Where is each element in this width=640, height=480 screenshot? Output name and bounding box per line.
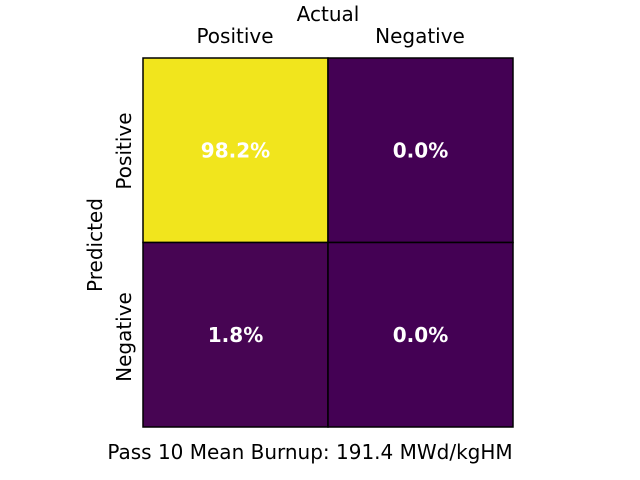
heatmap-cells (142, 57, 514, 428)
heatmap-cell-positive-negative (327, 57, 514, 244)
heatmap-cell-negative-positive (142, 241, 329, 428)
heatmap-cell-negative-negative (327, 241, 514, 428)
heatmap-cell-labels: 98.2% 0.0% 1.8% 0.0% (201, 138, 448, 347)
y-axis-title: Predicted (83, 198, 107, 292)
chart-caption: Pass 10 Mean Burnup: 191.4 MWd/kgHM (107, 440, 512, 464)
cell-value-label-positive-positive: 98.2% (201, 138, 270, 162)
heatmap-cell-positive-positive (142, 57, 329, 244)
x-tick-label-positive: Positive (196, 24, 273, 48)
cell-value-label-positive-negative: 0.0% (393, 138, 448, 162)
cell-value-label-negative-negative: 0.0% (393, 323, 448, 347)
x-tick-label-negative: Negative (375, 24, 465, 48)
x-axis-title: Actual (297, 2, 360, 26)
y-tick-label-positive: Positive (112, 112, 136, 189)
cell-value-label-negative-positive: 1.8% (208, 323, 263, 347)
y-tick-label-negative: Negative (112, 292, 136, 382)
